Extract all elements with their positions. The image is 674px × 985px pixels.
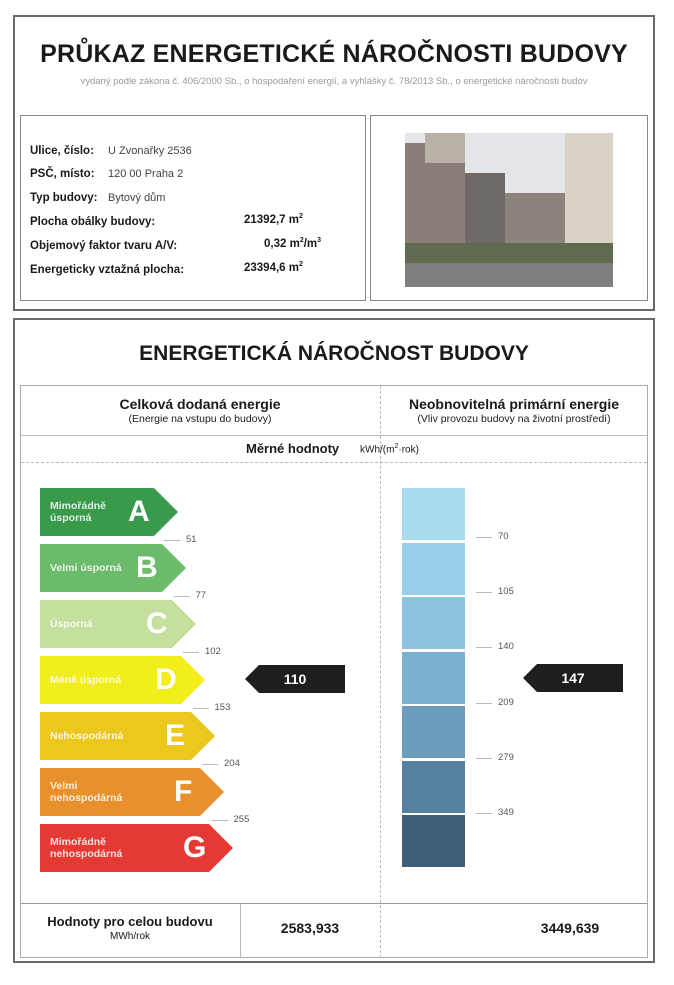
class-label: Méně úsporná [50, 674, 122, 686]
type-value: Bytový dům [108, 192, 166, 204]
building-info [20, 115, 366, 301]
energy-class-c: Úsporná C [40, 600, 196, 648]
primary-threshold: 70 [476, 531, 509, 542]
primary-threshold: 209 [476, 696, 514, 708]
primary-scale-segment [402, 651, 465, 704]
building-photo [405, 133, 613, 287]
type-label: Typ budovy: [30, 192, 98, 204]
street-value: U Zvonařky 2536 [108, 145, 192, 157]
shape-factor-label: Objemový faktor tvaru A/V: [30, 240, 178, 252]
delivered-threshold: 77 [174, 590, 207, 601]
class-label: Nehospodárná [50, 730, 124, 742]
city-value: 120 00 Praha 2 [108, 168, 184, 180]
primary-scale-segment [402, 542, 465, 595]
class-letter: C [146, 607, 168, 640]
class-label: Mimořádně nehospodárná [50, 836, 123, 860]
primary-threshold: 279 [476, 751, 514, 763]
total-primary-value: 3449,639 [540, 920, 600, 936]
shape-factor-value: 0,32 m2/m3 [264, 237, 322, 250]
delivered-threshold: 51 [164, 534, 197, 545]
envelope-value: 21392,7 m2 [244, 213, 303, 226]
rating-title: ENERGETICKÁ NÁROČNOST BUDOVY [139, 342, 529, 365]
class-label: Velmi nehospodárná [50, 780, 123, 804]
rating-section [13, 318, 655, 963]
primary-scale-segment [402, 597, 465, 649]
energy-class-e: Nehospodárná E [40, 712, 215, 760]
envelope-label: Plocha obálky budovy: [30, 216, 156, 228]
primary-scale-segment [402, 488, 465, 540]
specific-values-label: Měrné hodnoty [246, 441, 340, 456]
energy-class-b: Velmi úsporná B [40, 544, 186, 592]
energy-class-g: Mimořádně nehospodárná G [40, 824, 233, 872]
energy-class-a: Mimořádně úsporná A [40, 488, 178, 536]
class-label: Mimořádně úsporná [50, 500, 107, 524]
rating-table [20, 385, 648, 958]
primary-energy-indicator: 147 [523, 664, 623, 692]
street-label: Ulice, číslo: [30, 145, 94, 157]
document-subtitle: vydaný podle zákona č. 406/2000 Sb., o h… [80, 76, 588, 87]
primary-energy-subheading: (Vliv provozu budovy na životní prostřed… [417, 413, 611, 425]
delivered-energy-heading: Celková dodaná energie [119, 396, 281, 412]
class-letter: D [155, 663, 177, 696]
header-section [13, 15, 655, 311]
primary-scale-segment [402, 815, 465, 867]
delivered-energy-indicator: 110 [245, 665, 345, 693]
class-label: Velmi úsporná [50, 562, 122, 574]
primary-scale-segment [402, 706, 465, 758]
primary-energy-heading: Neobnovitelná primární energie [408, 396, 620, 412]
class-letter: E [165, 719, 186, 752]
class-label: Úsporná [50, 618, 93, 630]
primary-threshold: 140 [476, 641, 514, 653]
delivered-energy-subheading: (Energie na vstupu do budovy) [128, 413, 272, 425]
delivered-threshold: 255 [211, 814, 250, 825]
primary-scale-segment [402, 760, 465, 813]
class-letter: B [136, 551, 158, 584]
energy-class-d: Méně úsporná D [40, 656, 205, 704]
total-unit: MWh/rok [110, 931, 150, 942]
total-label: Hodnoty pro celou budovu [47, 914, 213, 929]
delivered-threshold: 153 [192, 702, 231, 713]
document-title: PRŮKAZ ENERGETICKÉ NÁROČNOSTI BUDOVY [40, 40, 628, 68]
total-delivered-value: 2583,933 [280, 920, 340, 936]
primary-threshold: 349 [476, 807, 514, 818]
specific-values-unit: kWh/(m2·rok) [360, 443, 419, 456]
city-label: PSČ, místo: [30, 168, 95, 180]
primary-threshold: 105 [476, 586, 514, 598]
delivered-threshold: 102 [183, 646, 221, 657]
photo-frame [370, 115, 648, 301]
energy-class-f: Velmi nehospodárná F [40, 768, 224, 816]
delivered-threshold: 204 [202, 758, 240, 769]
class-letter: A [128, 495, 150, 528]
class-letter: F [174, 775, 193, 808]
reference-area-label: Energeticky vztažná plocha: [30, 264, 185, 276]
class-letter: G [183, 831, 207, 864]
reference-area-value: 23394,6 m2 [244, 261, 303, 274]
